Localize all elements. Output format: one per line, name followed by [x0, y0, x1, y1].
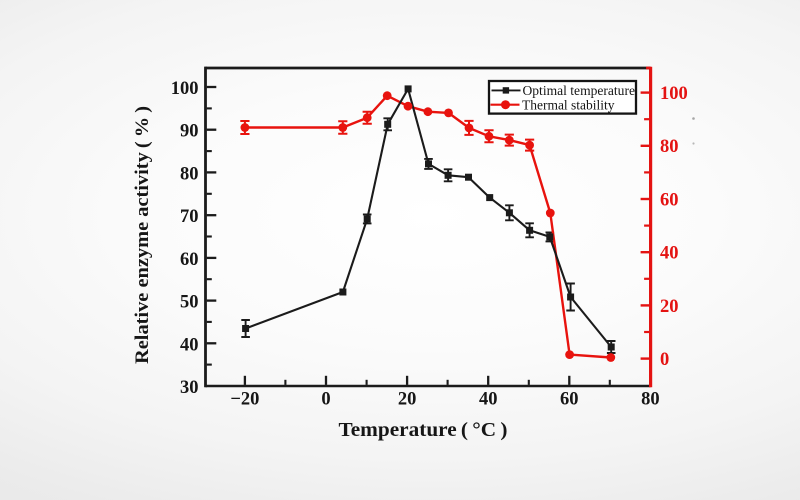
svg-text:0: 0 — [660, 350, 669, 370]
svg-text:20: 20 — [398, 390, 417, 410]
svg-text:20: 20 — [660, 297, 679, 317]
svg-text:Thermal stability: Thermal stability — [522, 98, 615, 113]
svg-text:40: 40 — [479, 390, 498, 410]
svg-text:50: 50 — [180, 293, 199, 313]
svg-text:60: 60 — [180, 250, 199, 270]
svg-text:Optimal temperature: Optimal temperature — [523, 83, 636, 98]
svg-text:Temperature ( °C ): Temperature ( °C ) — [339, 420, 508, 441]
svg-text:100: 100 — [171, 79, 199, 99]
svg-text:80: 80 — [660, 137, 679, 157]
svg-text:70: 70 — [180, 207, 199, 227]
svg-text:Relative enzyme activity ( % ): Relative enzyme activity ( % ) — [132, 106, 153, 364]
svg-text:100: 100 — [660, 84, 688, 104]
svg-text:30: 30 — [180, 378, 199, 398]
svg-text:90: 90 — [180, 122, 199, 142]
svg-text:−20: −20 — [230, 390, 259, 410]
svg-text:40: 40 — [660, 244, 679, 264]
svg-text:60: 60 — [660, 190, 679, 210]
svg-text:40: 40 — [180, 335, 199, 355]
svg-text:80: 80 — [641, 390, 660, 410]
svg-text:80: 80 — [180, 164, 199, 184]
svg-text:60: 60 — [560, 390, 579, 410]
svg-text:0: 0 — [321, 390, 330, 410]
